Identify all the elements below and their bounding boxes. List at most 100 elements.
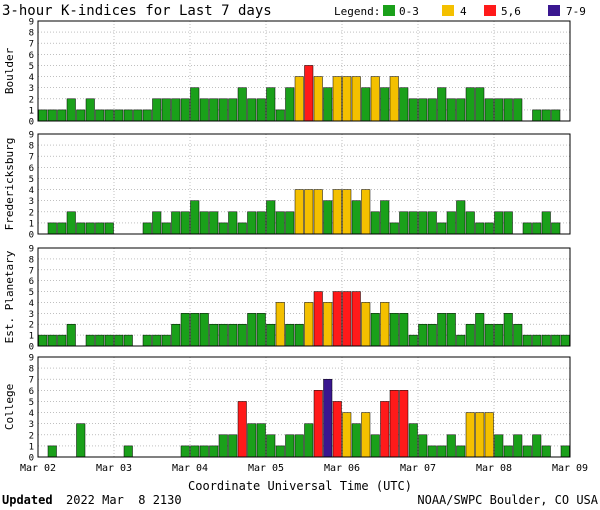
- k-index-bar: [541, 109, 551, 122]
- k-index-bar: [513, 434, 523, 458]
- legend-swatch-0-3: [383, 5, 395, 16]
- k-index-bar: [323, 302, 333, 347]
- k-index-bar: [76, 222, 86, 235]
- k-index-bar: [199, 211, 209, 235]
- k-index-bar: [456, 445, 466, 458]
- k-index-bar: [114, 109, 124, 122]
- plot-frame: [37, 356, 571, 458]
- k-index-bar: [560, 445, 570, 458]
- k-index-bar: [465, 323, 475, 347]
- k-index-bar: [57, 222, 67, 235]
- k-index-bar: [180, 445, 190, 458]
- k-index-bar: [218, 222, 228, 235]
- k-index-bar: [484, 412, 494, 458]
- k-index-bar: [323, 87, 333, 122]
- k-index-bar: [228, 211, 238, 235]
- y-tick-label: 0: [29, 118, 34, 128]
- k-index-bar: [342, 291, 352, 347]
- k-index-bar: [380, 302, 390, 347]
- y-tick-label: 1: [29, 332, 34, 342]
- k-index-bar: [551, 109, 561, 122]
- k-index-bar: [389, 76, 399, 122]
- k-index-bar: [66, 211, 76, 235]
- k-index-bar: [437, 313, 447, 347]
- k-index-bar: [332, 189, 342, 235]
- x-tick-label: Mar 02: [20, 463, 56, 474]
- k-index-bar: [104, 334, 114, 347]
- k-index-bar: [465, 412, 475, 458]
- y-tick-label: 6: [29, 51, 34, 61]
- k-index-bar: [323, 378, 333, 458]
- x-tick-label: Mar 03: [96, 463, 132, 474]
- k-index-bar: [503, 98, 513, 122]
- y-tick-label: 2: [29, 208, 34, 218]
- k-index-bar: [161, 98, 171, 122]
- k-index-bar: [313, 390, 323, 458]
- k-index-bar: [85, 98, 95, 122]
- k-index-bar: [152, 98, 162, 122]
- x-tick-label: Mar 07: [400, 463, 436, 474]
- k-index-bar: [380, 200, 390, 235]
- k-index-bar: [541, 334, 551, 347]
- k-index-bar: [161, 222, 171, 235]
- k-index-bar: [437, 445, 447, 458]
- k-index-bar: [228, 434, 238, 458]
- k-index-bar: [104, 109, 114, 122]
- k-index-bar: [133, 109, 143, 122]
- legend-swatch-4: [442, 5, 454, 16]
- k-index-bar: [389, 390, 399, 458]
- k-index-bar: [47, 445, 57, 458]
- k-index-bar: [332, 76, 342, 122]
- k-index-bar: [237, 323, 247, 347]
- station-label-fredericksburg: Fredericksburg: [3, 138, 16, 231]
- y-tick-label: 2: [29, 431, 34, 441]
- k-index-bar: [361, 302, 371, 347]
- updated-value: 2022 Mar 8 2130: [66, 493, 182, 507]
- k-index-bar: [228, 98, 238, 122]
- k-index-bar: [484, 222, 494, 235]
- k-index-bar: [256, 313, 266, 347]
- y-tick-label: 6: [29, 277, 34, 287]
- k-index-bar: [380, 401, 390, 458]
- k-index-bar: [446, 211, 456, 235]
- k-index-bar: [95, 334, 105, 347]
- k-index-bar: [370, 434, 380, 458]
- y-tick-label: 9: [29, 245, 34, 255]
- k-index-bar: [190, 200, 200, 235]
- y-tick-label: 4: [29, 409, 34, 419]
- legend-text-0-3: 0-3: [399, 5, 419, 18]
- k-index-bar: [85, 334, 95, 347]
- k-index-bar: [123, 334, 133, 347]
- k-index-bar: [76, 423, 86, 458]
- k-index-bar: [427, 445, 437, 458]
- k-index-bar: [332, 401, 342, 458]
- y-tick-label: 3: [29, 420, 34, 430]
- k-index-bar: [513, 323, 523, 347]
- k-index-bar: [361, 412, 371, 458]
- k-index-bar: [399, 211, 409, 235]
- k-index-bar: [218, 434, 228, 458]
- k-index-bar: [475, 412, 485, 458]
- x-tick-label: Mar 06: [324, 463, 360, 474]
- k-index-bar: [76, 109, 86, 122]
- k-index-bar: [247, 313, 257, 347]
- k-index-bar: [389, 313, 399, 347]
- k-index-bar: [418, 211, 428, 235]
- k-index-bar: [247, 211, 257, 235]
- station-label-est-planetary: Est. Planetary: [3, 250, 16, 343]
- k-index-bar: [418, 434, 428, 458]
- k-index-bar: [361, 189, 371, 235]
- k-index-bar: [532, 109, 542, 122]
- k-index-bar: [361, 87, 371, 122]
- k-index-bar: [475, 313, 485, 347]
- y-tick-label: 7: [29, 266, 34, 276]
- legend-label: Legend:: [334, 5, 380, 18]
- k-index-bar: [66, 323, 76, 347]
- k-index-bar: [408, 98, 418, 122]
- k-index-bar: [351, 291, 361, 347]
- y-tick-label: 8: [29, 365, 34, 375]
- k-index-bar: [237, 222, 247, 235]
- k-index-bar: [522, 222, 532, 235]
- k-index-bar: [484, 323, 494, 347]
